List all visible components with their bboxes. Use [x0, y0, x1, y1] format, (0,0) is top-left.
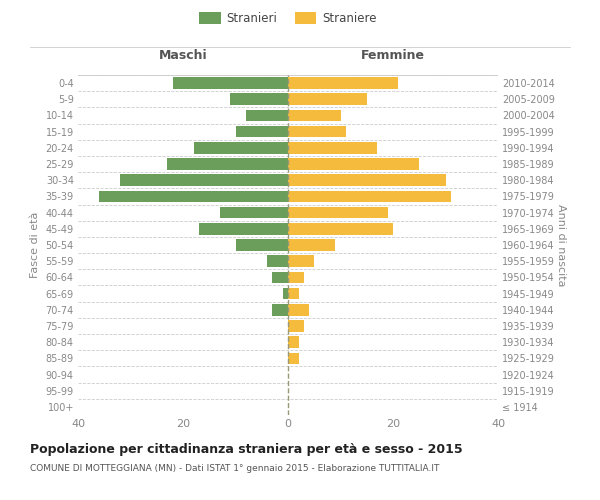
- Bar: [267, 256, 288, 267]
- Bar: [288, 256, 314, 267]
- Bar: [235, 126, 288, 138]
- Bar: [283, 288, 288, 300]
- Legend: Stranieri, Straniere: Stranieri, Straniere: [196, 8, 380, 28]
- Bar: [199, 223, 288, 234]
- Bar: [288, 142, 377, 154]
- Bar: [288, 352, 299, 364]
- Bar: [288, 94, 367, 105]
- Text: Femmine: Femmine: [361, 50, 425, 62]
- Bar: [288, 288, 299, 300]
- Bar: [288, 272, 304, 283]
- Bar: [288, 336, 299, 348]
- Text: COMUNE DI MOTTEGGIANA (MN) - Dati ISTAT 1° gennaio 2015 - Elaborazione TUTTITALI: COMUNE DI MOTTEGGIANA (MN) - Dati ISTAT …: [30, 464, 439, 473]
- Bar: [272, 272, 288, 283]
- Bar: [235, 239, 288, 251]
- Bar: [288, 320, 304, 332]
- Bar: [220, 207, 288, 218]
- Bar: [288, 126, 346, 138]
- Bar: [288, 174, 445, 186]
- Bar: [288, 158, 419, 170]
- Bar: [288, 110, 341, 122]
- Bar: [288, 223, 393, 234]
- Bar: [173, 78, 288, 89]
- Bar: [230, 94, 288, 105]
- Bar: [246, 110, 288, 122]
- Bar: [288, 239, 335, 251]
- Bar: [288, 78, 398, 89]
- Text: Maschi: Maschi: [158, 50, 208, 62]
- Y-axis label: Anni di nascita: Anni di nascita: [556, 204, 566, 286]
- Bar: [288, 207, 388, 218]
- Bar: [99, 190, 288, 202]
- Text: Popolazione per cittadinanza straniera per età e sesso - 2015: Popolazione per cittadinanza straniera p…: [30, 442, 463, 456]
- Bar: [167, 158, 288, 170]
- Bar: [288, 304, 309, 316]
- Bar: [272, 304, 288, 316]
- Y-axis label: Fasce di età: Fasce di età: [30, 212, 40, 278]
- Bar: [120, 174, 288, 186]
- Bar: [288, 190, 451, 202]
- Bar: [193, 142, 288, 154]
